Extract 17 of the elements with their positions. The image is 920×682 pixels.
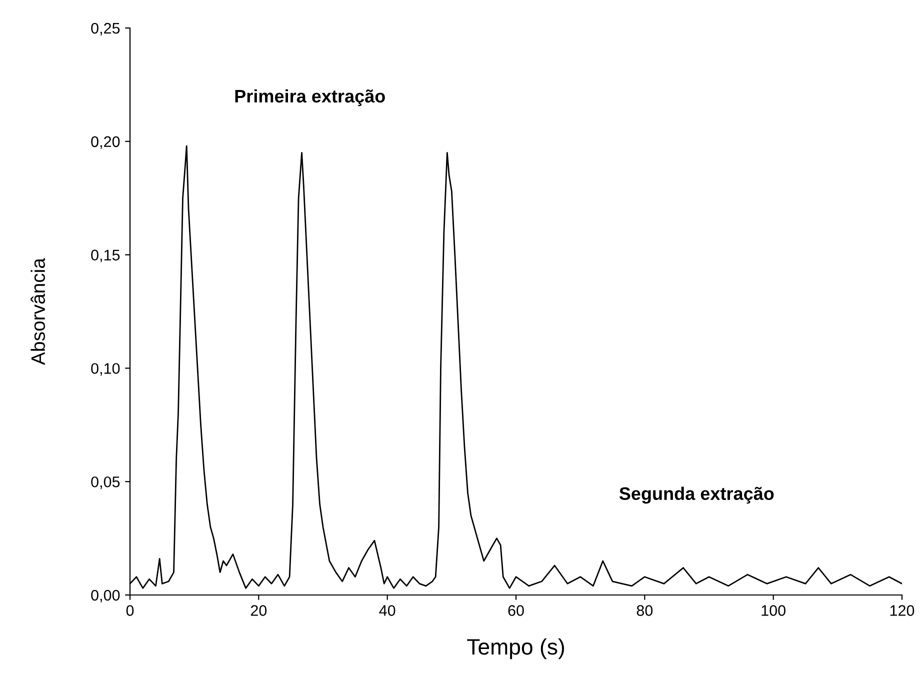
x-tick-label: 60 (508, 605, 524, 616)
y-tick-label: 0,00 (91, 590, 120, 602)
x-tick-label: 0 (126, 605, 134, 616)
x-tick-label: 120 (890, 605, 914, 616)
x-tick-label: 20 (250, 605, 267, 616)
x-axis-title: Tempo (s) (467, 638, 564, 660)
y-tick-label: 0,15 (91, 250, 120, 262)
x-tick-label: 40 (379, 605, 396, 616)
annotation: Segunda extração (619, 486, 774, 504)
x-tick-label: 80 (636, 605, 653, 616)
x-tick-label: 100 (762, 605, 786, 616)
y-tick-label: 0,10 (91, 363, 120, 376)
y-tick-label: 0,05 (91, 476, 120, 490)
y-axis-title: Absorvância (30, 258, 46, 365)
y-tick-label: 0,20 (91, 136, 120, 149)
y-tick-label: 0,25 (91, 22, 120, 36)
annotation: Primeira extração (235, 89, 385, 106)
